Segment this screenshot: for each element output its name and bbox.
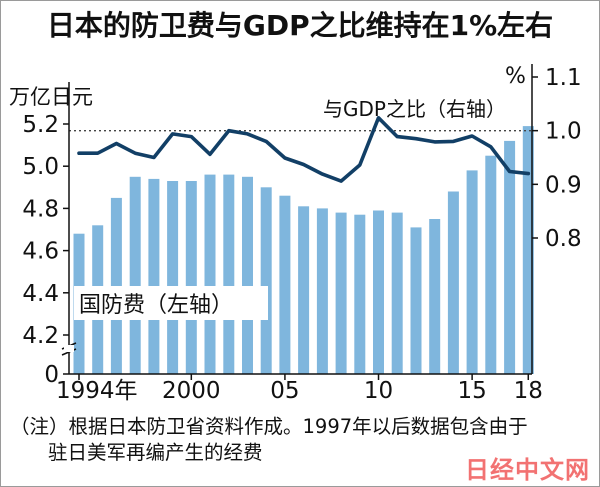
bar-series (73, 126, 534, 375)
bar-series-label-bg (74, 286, 268, 320)
gdp-ratio-line (77, 116, 531, 183)
bar-1996 (110, 197, 122, 374)
x-tick-label-2010: 10 (364, 378, 393, 404)
labels-layer: 0 4.2 4.4 4.6 4.8 5.0 5.2 0.8 0.9 1.0 1.1 1994年 2000… (9, 64, 582, 404)
axis-break-gap (64, 345, 74, 352)
left-tick-label-5.0: 5.0 (22, 154, 59, 180)
chart-title: 日本的防卫费与GDP之比维持在1%左右 (46, 9, 554, 42)
footnote-line-2: 驻日美军再编产生的经费 (48, 441, 263, 464)
bar-2001 (204, 174, 216, 374)
x-tick-label-1994: 1994年 (56, 378, 138, 404)
bar-2008 (335, 212, 347, 374)
left-tick-label-4.2: 4.2 (22, 323, 59, 349)
bar-1997 (129, 176, 141, 375)
x-tick-label-2000: 2000 (162, 378, 221, 404)
bar-2017 (504, 140, 516, 374)
bar-2011 (391, 212, 403, 374)
right-tick-label-0.8: 0.8 (545, 226, 582, 252)
right-tick-label-0.9: 0.9 (545, 172, 582, 198)
bar-2002 (223, 174, 235, 374)
bar-2003 (242, 176, 253, 375)
footnote: （注）根据日本防卫省资料作成。1997年以后数据包含由于 驻日美军再编产生的经费 (10, 414, 595, 466)
x-tick-label-2018: 18 (514, 378, 543, 404)
bar-2012 (410, 227, 422, 374)
left-tick-label-0: 0 (44, 362, 59, 388)
bar-2010 (373, 210, 384, 374)
left-tick-label-4.8: 4.8 (22, 196, 59, 222)
bar-series-label: 国防费（左轴） (79, 293, 233, 318)
bar-2009 (354, 214, 366, 374)
right-tick-label-1.0: 1.0 (545, 119, 582, 145)
bar-2018 (522, 126, 534, 374)
x-tick-label-2005: 05 (270, 378, 299, 404)
bar-2013 (429, 219, 441, 374)
bar-1999 (167, 181, 179, 374)
bar-2014 (447, 191, 459, 374)
right-tick-label-1.1: 1.1 (545, 65, 582, 91)
line-series (77, 116, 531, 183)
watermark: 日经中文网 (465, 456, 590, 484)
right-axis-unit: % (505, 64, 526, 89)
line-series-label: 与GDP之比（右轴） (323, 97, 506, 121)
left-tick-label-4.4: 4.4 (22, 281, 59, 307)
bar-2000 (185, 181, 197, 374)
left-tick-label-4.6: 4.6 (22, 239, 59, 265)
left-axis-unit: 万亿日元 (9, 85, 93, 109)
left-tick-label-5.2: 5.2 (22, 112, 59, 138)
bar-2004 (260, 187, 272, 374)
bar-2006 (298, 206, 310, 374)
footnote-line-1: （注）根据日本防卫省资料作成。1997年以后数据包含由于 (10, 415, 528, 438)
bar-2007 (316, 208, 328, 374)
axes-layer (61, 64, 538, 380)
bar-1998 (148, 178, 160, 374)
bar-2005 (279, 195, 291, 374)
bar-2016 (485, 155, 497, 374)
bar-2015 (466, 170, 478, 374)
x-tick-label-2015: 15 (457, 378, 486, 404)
